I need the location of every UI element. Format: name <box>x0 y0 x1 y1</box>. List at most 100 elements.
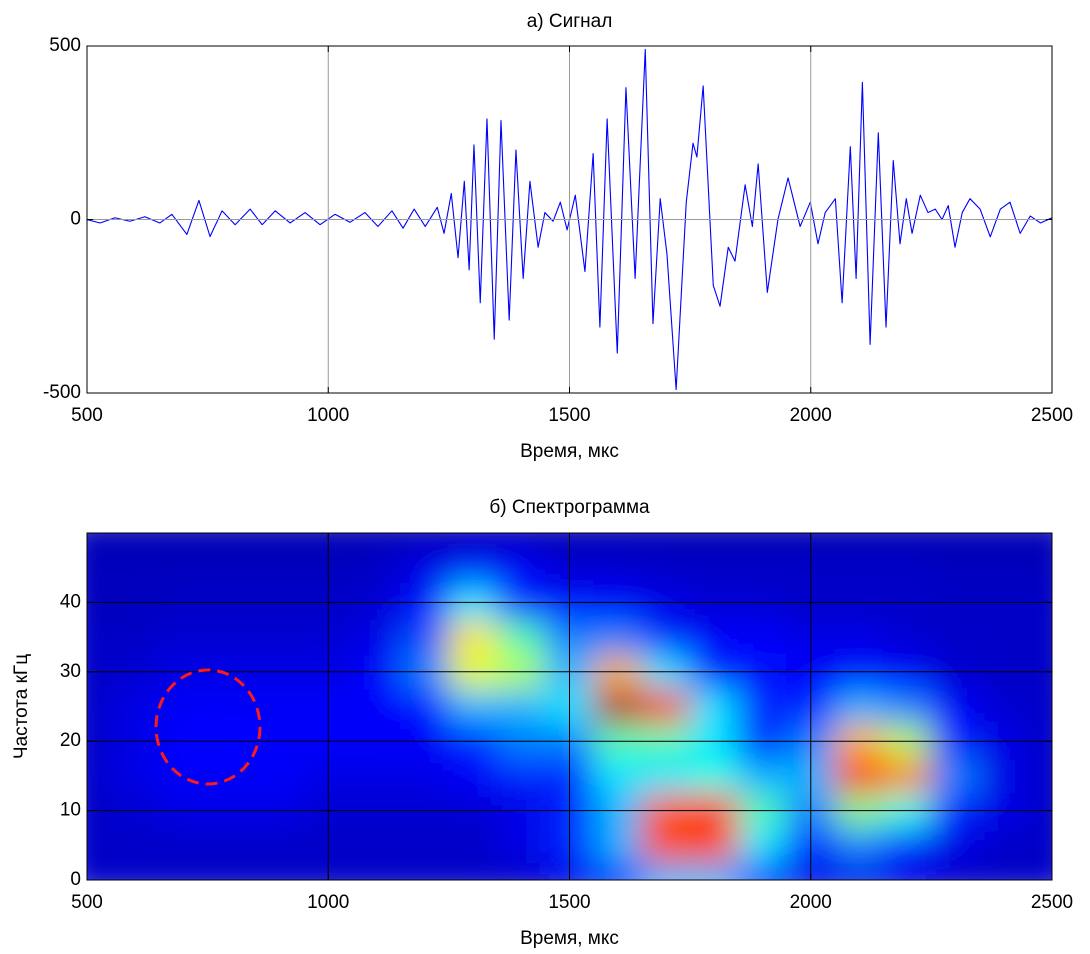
heat-cell <box>930 827 981 864</box>
heat-cell <box>882 827 932 864</box>
heat-cell <box>593 688 643 725</box>
heat-cell <box>641 758 691 794</box>
heat-cell <box>737 549 788 586</box>
heat-cell <box>882 758 932 794</box>
heat-cell <box>1027 533 1052 551</box>
heat-cell <box>930 549 981 586</box>
heat-cell <box>593 827 643 864</box>
heat-cell <box>207 533 257 551</box>
heat-cell <box>834 758 884 794</box>
axes-frame <box>86 532 1053 881</box>
heat-cell <box>834 533 884 551</box>
heat-cell <box>351 549 402 586</box>
heat-cell <box>979 758 1029 794</box>
heat-cell <box>1027 862 1052 880</box>
heat-cell <box>400 827 450 864</box>
heat-cell <box>689 619 739 655</box>
heat-cell <box>110 619 160 655</box>
heat-cell <box>979 827 1029 864</box>
heat-cell <box>834 688 884 725</box>
heat-cell <box>930 688 981 725</box>
heat-cell <box>255 549 305 586</box>
heat-cell <box>930 758 981 794</box>
heat-cell <box>400 758 450 794</box>
heat-cell <box>448 758 498 794</box>
heat-cell <box>158 688 209 725</box>
heat-cell <box>448 688 498 725</box>
heat-cell <box>400 862 450 880</box>
heat-cell <box>207 549 257 586</box>
heat-cell <box>351 688 402 725</box>
heat-cell <box>882 862 932 880</box>
heat-cell <box>1027 549 1052 586</box>
x-tick-label: 2000 <box>790 892 832 913</box>
heat-cell <box>158 533 209 551</box>
heat-cell <box>689 827 739 864</box>
heat-cell <box>689 533 739 551</box>
heat-cell <box>882 533 932 551</box>
y-tick-label: 40 <box>60 591 81 612</box>
heat-cell <box>882 688 932 725</box>
heat-cell <box>882 619 932 655</box>
heat-cell <box>158 549 209 586</box>
heat-cell <box>87 862 112 880</box>
heat-cell <box>400 688 450 725</box>
heat-cell <box>641 533 691 551</box>
heat-cell <box>448 827 498 864</box>
heat-cell <box>979 533 1029 551</box>
heat-cell <box>834 862 884 880</box>
y-axis-label: Частота кГц <box>11 654 32 759</box>
heat-cell <box>87 758 112 794</box>
heat-cell <box>737 688 788 725</box>
heat-cell <box>255 862 305 880</box>
heat-cell <box>496 549 546 586</box>
heat-cell <box>255 758 305 794</box>
heat-cell <box>255 619 305 655</box>
heat-cell <box>496 827 546 864</box>
heat-cell <box>593 549 643 586</box>
y-tick-label: 30 <box>60 661 81 682</box>
heat-cell <box>110 688 160 725</box>
heat-cell <box>979 862 1029 880</box>
y-tick-label: 0 <box>70 209 81 230</box>
heat-cell <box>87 688 112 725</box>
x-tick-label: 1000 <box>307 892 349 913</box>
heat-cell <box>158 619 209 655</box>
heat-cell <box>448 619 498 655</box>
heat-cell <box>496 862 546 880</box>
heat-cell <box>641 619 691 655</box>
heat-cell <box>110 827 160 864</box>
heat-cell <box>496 688 546 725</box>
heat-cell <box>930 619 981 655</box>
heat-cell <box>882 549 932 586</box>
heat-cell <box>737 533 788 551</box>
x-axis-label: Время, мкс <box>520 928 619 949</box>
y-tick-label: 0 <box>70 869 81 890</box>
heat-cell <box>689 688 739 725</box>
y-tick-label: 20 <box>60 730 81 751</box>
heat-cell <box>400 533 450 551</box>
heat-cell <box>979 619 1029 655</box>
plot-area <box>87 48 1052 391</box>
heat-cell <box>255 827 305 864</box>
heat-cell <box>110 758 160 794</box>
heat-cell <box>593 862 643 880</box>
x-tick-label: 1500 <box>548 405 590 426</box>
heat-cell <box>834 827 884 864</box>
heat-cell <box>834 619 884 655</box>
heat-cell <box>158 758 209 794</box>
x-tick-label: 2500 <box>1031 405 1073 426</box>
heat-cell <box>979 549 1029 586</box>
heat-cell <box>255 688 305 725</box>
highlight-circle <box>154 668 262 786</box>
heat-cell <box>207 862 257 880</box>
heat-cell <box>87 533 112 551</box>
heat-cell <box>400 619 450 655</box>
heat-cell <box>87 549 112 586</box>
heat-cell <box>207 827 257 864</box>
y-tick-label: -500 <box>43 382 81 403</box>
heat-cell <box>593 533 643 551</box>
axes-frame <box>86 45 1053 394</box>
heat-cell <box>87 619 112 655</box>
